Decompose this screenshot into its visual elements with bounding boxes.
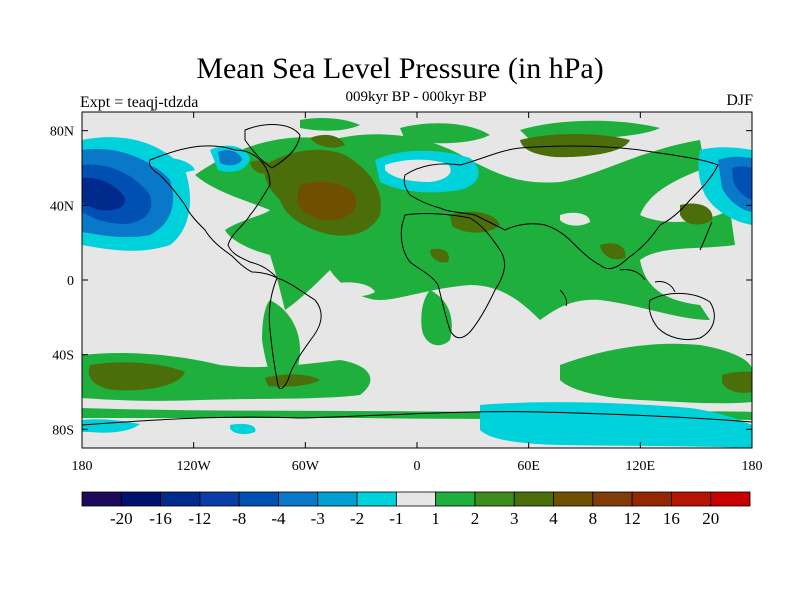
coast-antarctica <box>82 411 752 426</box>
coast-greenland <box>244 124 301 169</box>
lon-tick-label: 60E <box>517 459 540 474</box>
colorbar-swatch <box>317 491 358 507</box>
lon-tick-label: 120W <box>177 459 212 474</box>
colorbar-swatch <box>513 491 554 507</box>
colorbar-label: -1 <box>389 509 403 528</box>
coast-australia <box>648 292 715 341</box>
colorbar-label: 2 <box>471 509 480 528</box>
lon-tick-label: 180 <box>72 459 93 474</box>
grey-hole-scandinavia <box>385 159 451 182</box>
experiment-label: Expt = teaqj-tdzda <box>80 94 199 111</box>
coast-islands <box>559 221 713 307</box>
colorbar-swatch <box>199 491 240 507</box>
olive-field-south-atlantic <box>265 374 320 387</box>
lon-tick-label: 180 <box>742 459 763 474</box>
green-field-south-indian-belt <box>560 343 752 404</box>
colorbar-label: 16 <box>663 509 680 528</box>
olive-field-south-pacific <box>88 362 185 391</box>
negative-anomaly-fields <box>82 137 752 448</box>
colorbar-label: -12 <box>189 509 212 528</box>
colorbar-swatch <box>710 491 751 507</box>
colorbar-swatch <box>592 491 633 507</box>
colorbar-swatch <box>395 491 437 507</box>
grey-hole-tropical-atlantic <box>330 282 375 297</box>
colorbar-swatch <box>160 491 201 507</box>
colorbar-label: -4 <box>271 509 286 528</box>
coast-eurasia <box>403 145 719 269</box>
colorbar-swatch <box>238 491 279 507</box>
brown-core-north-atlantic <box>297 181 357 220</box>
colorbar-label: -20 <box>110 509 133 528</box>
colorbar: -20 -16 -12 -8 -4 -3 -2 -1 1 2 3 4 8 12 16 20 <box>81 491 751 528</box>
colorbar-label: 12 <box>624 509 641 528</box>
colorbar-swatch <box>553 491 594 507</box>
coast-africa <box>400 213 506 339</box>
colorbar-swatch <box>356 491 397 507</box>
dark-blue-core-north-pacific-east <box>732 166 752 200</box>
deep-blue-core-north-pacific <box>82 177 126 211</box>
colorbar-label: 8 <box>589 509 598 528</box>
lat-tick-label: 40N <box>50 199 74 214</box>
colorbar-swatch <box>278 491 319 507</box>
colorbar-swatch <box>671 491 712 507</box>
colorbar-swatch <box>631 491 672 507</box>
colorbar-label: -8 <box>232 509 246 528</box>
olive-field-north-pacific <box>680 203 713 225</box>
grey-hole-arabia <box>560 212 590 226</box>
colorbar-swatch <box>435 491 476 507</box>
lat-tick-label: 0 <box>67 274 74 289</box>
colorbar-label: -3 <box>311 509 325 528</box>
colorbar-label: -16 <box>149 509 172 528</box>
olive-field-south-indian <box>722 371 752 393</box>
colorbar-label: 3 <box>510 509 519 528</box>
colorbar-swatch <box>474 491 515 507</box>
plot-subtitle: 009kyr BP - 000kyr BP <box>345 89 487 105</box>
map-panel <box>82 112 752 448</box>
lat-tick-label: 80N <box>50 125 74 140</box>
cyan-field-canada <box>150 158 195 173</box>
blue-field-greenland <box>218 150 242 166</box>
olive-field-arctic <box>250 134 345 174</box>
colorbar-label: -2 <box>350 509 364 528</box>
plot-title: Mean Sea Level Pressure (in hPa) <box>196 52 604 85</box>
coast-south-america <box>268 277 322 390</box>
lon-tick-label: 120E <box>626 459 656 474</box>
season-label: DJF <box>726 92 753 109</box>
lat-tick-label: 40S <box>52 349 74 364</box>
colorbar-swatch <box>81 491 122 507</box>
lat-tick-label: 80S <box>52 423 74 438</box>
lon-tick-label: 60W <box>292 459 320 474</box>
longitude-axis: 180 120W 60W 0 60E 120E 180 <box>72 112 763 474</box>
colorbar-label: 20 <box>702 509 719 528</box>
coastlines <box>82 124 752 426</box>
cyan-field-antarctica-west <box>82 419 256 435</box>
neutral-holes <box>330 212 590 297</box>
colorbar-swatch <box>120 491 161 507</box>
lon-tick-label: 0 <box>414 459 421 474</box>
colorbar-label: 4 <box>549 509 558 528</box>
green-field-africa-indian <box>421 290 452 346</box>
latitude-axis: 80N 40N 0 40S 80S <box>50 125 752 438</box>
cyan-field-antarctica-east <box>480 402 752 448</box>
colorbar-label: 1 <box>431 509 440 528</box>
